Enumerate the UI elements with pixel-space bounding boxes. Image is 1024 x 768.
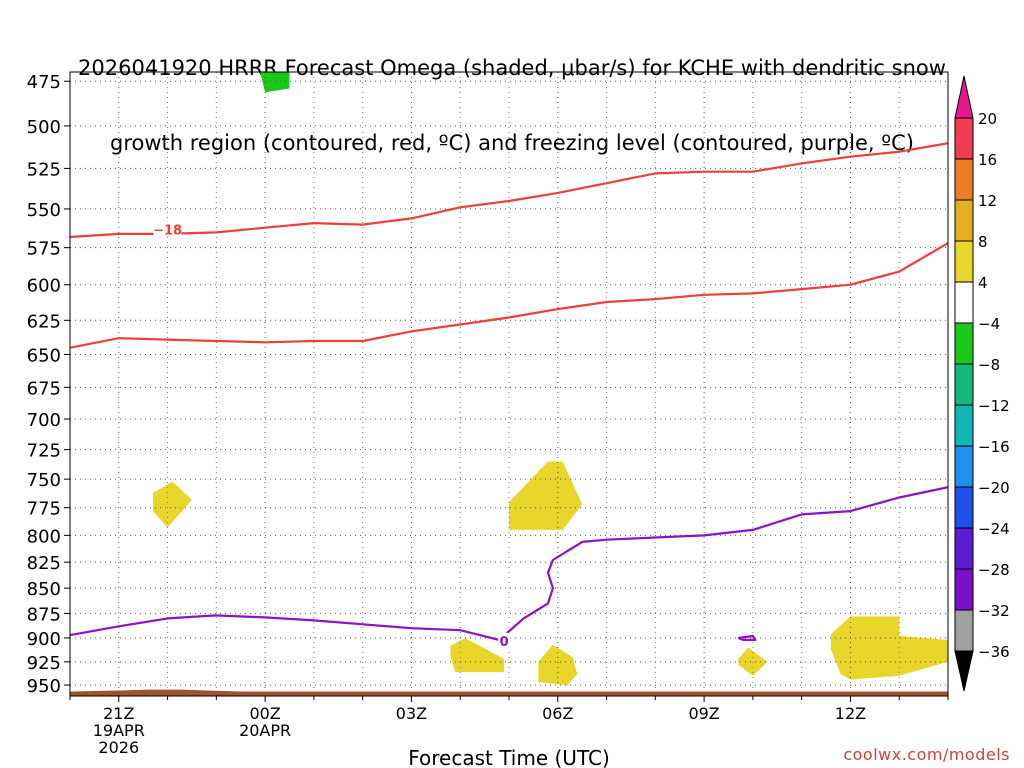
colorbar: 20 16 12 8 4 −4 −8 −12 −16 −20 −24 −28 −32 −36 <box>954 75 1010 692</box>
y-tick-label: 850 <box>27 579 61 600</box>
y-tick-label: 575 <box>27 239 61 260</box>
x-tick-label: 2026 <box>98 738 139 757</box>
colorbar-swatch <box>954 404 974 447</box>
y-tick-label: 500 <box>27 117 61 138</box>
x-tick-label: 19APR <box>93 721 145 740</box>
colorbar-bottom-arrow <box>954 650 974 692</box>
y-tick-label: 625 <box>27 311 61 332</box>
dgz-contour-line-1 <box>70 242 948 349</box>
x-tick-label: 06Z <box>542 704 573 723</box>
y-tick-label: 700 <box>27 410 61 431</box>
y-tick-label: 875 <box>27 604 61 625</box>
omega-shading <box>152 72 948 686</box>
omega-region-1 <box>152 481 192 528</box>
dgz-contour-label-bg <box>153 221 182 237</box>
x-tick-label: 12Z <box>835 704 866 723</box>
dgz-contours: −18 <box>70 142 948 349</box>
colorbar-top-arrow <box>954 75 974 119</box>
freezing-contour-line-1 <box>737 634 757 642</box>
omega-region-6 <box>830 616 948 680</box>
x-tick-label: 20APR <box>239 721 291 740</box>
y-tick-label: 600 <box>27 276 61 297</box>
omega-region-4 <box>538 644 578 686</box>
surface-fill <box>70 689 948 696</box>
colorbar-swatch <box>954 445 974 488</box>
colorbar-swatch <box>954 199 974 242</box>
colorbar-swatch <box>954 240 974 283</box>
y-tick-label: 950 <box>27 676 61 697</box>
colorbar-label: 12 <box>978 192 997 210</box>
colorbar-swatch <box>954 281 974 324</box>
freezing-contour-line-0 <box>70 486 948 642</box>
colorbar-label: 20 <box>978 110 997 128</box>
colorbar-label: −24 <box>978 520 1010 538</box>
x-tick-label: 00Z <box>249 704 280 723</box>
y-tick-label: 725 <box>27 441 61 462</box>
y-tick-label: 925 <box>27 653 61 674</box>
x-tick-label: 09Z <box>688 704 719 723</box>
title-line-2: growth region (contoured, red, ºC) and f… <box>110 131 914 155</box>
colorbar-swatch <box>954 158 974 201</box>
colorbar-label: −16 <box>978 438 1010 456</box>
y-tick-label: 775 <box>27 499 61 520</box>
grid-lines <box>69 72 949 696</box>
colorbar-label: 16 <box>978 151 997 169</box>
colorbar-swatch <box>954 363 974 406</box>
surface-terrain <box>70 689 948 696</box>
freezing-level-contours: 0 <box>70 486 948 650</box>
x-axis-label: Forecast Time (UTC) <box>408 746 610 768</box>
y-tick-label: 550 <box>27 200 61 221</box>
x-tick-label: 03Z <box>396 704 427 723</box>
colorbar-label: −4 <box>978 315 1000 333</box>
y-tick-label: 525 <box>27 159 61 180</box>
omega-region-0 <box>260 72 290 93</box>
omega-region-2 <box>509 461 583 530</box>
y-axis: 475 500 525 550 575 600 625 650 675 700 725 750 775 8… <box>27 72 70 697</box>
chart-title: 2026041920 HRRR Forecast Omega (shaded, … <box>0 6 1024 181</box>
colorbar-label: 4 <box>978 274 988 292</box>
y-tick-label: 800 <box>27 526 61 547</box>
y-tick-label: 675 <box>27 378 61 399</box>
colorbar-label: −32 <box>978 602 1010 620</box>
y-tick-label: 475 <box>27 72 61 93</box>
dgz-contour-label: −18 <box>153 223 182 238</box>
colorbar-label: −20 <box>978 479 1010 497</box>
colorbar-swatch <box>954 527 974 570</box>
freezing-contour-label: 0 <box>500 635 509 650</box>
colorbar-label: 8 <box>978 233 988 251</box>
freezing-contour-label-bg <box>498 632 511 648</box>
colorbar-label: −28 <box>978 561 1010 579</box>
omega-region-3 <box>450 638 505 673</box>
y-tick-label: 750 <box>27 470 61 491</box>
colorbar-label: −36 <box>978 643 1010 661</box>
omega-region-5 <box>738 647 768 676</box>
colorbar-swatch <box>954 322 974 365</box>
colorbar-swatch <box>954 568 974 611</box>
dgz-contour-line-0 <box>70 142 948 239</box>
credit-text: coolwx.com/models <box>843 745 1010 764</box>
colorbar-swatch <box>954 117 974 160</box>
y-tick-label: 650 <box>27 345 61 366</box>
colorbar-swatch <box>954 486 974 529</box>
colorbar-swatch <box>954 609 974 652</box>
y-tick-label: 900 <box>27 629 61 650</box>
x-tick-label: 21Z <box>103 704 134 723</box>
y-tick-label: 825 <box>27 553 61 574</box>
colorbar-label: −12 <box>978 397 1010 415</box>
colorbar-label: −8 <box>978 356 1000 374</box>
title-line-1: 2026041920 HRRR Forecast Omega (shaded, … <box>78 56 946 80</box>
